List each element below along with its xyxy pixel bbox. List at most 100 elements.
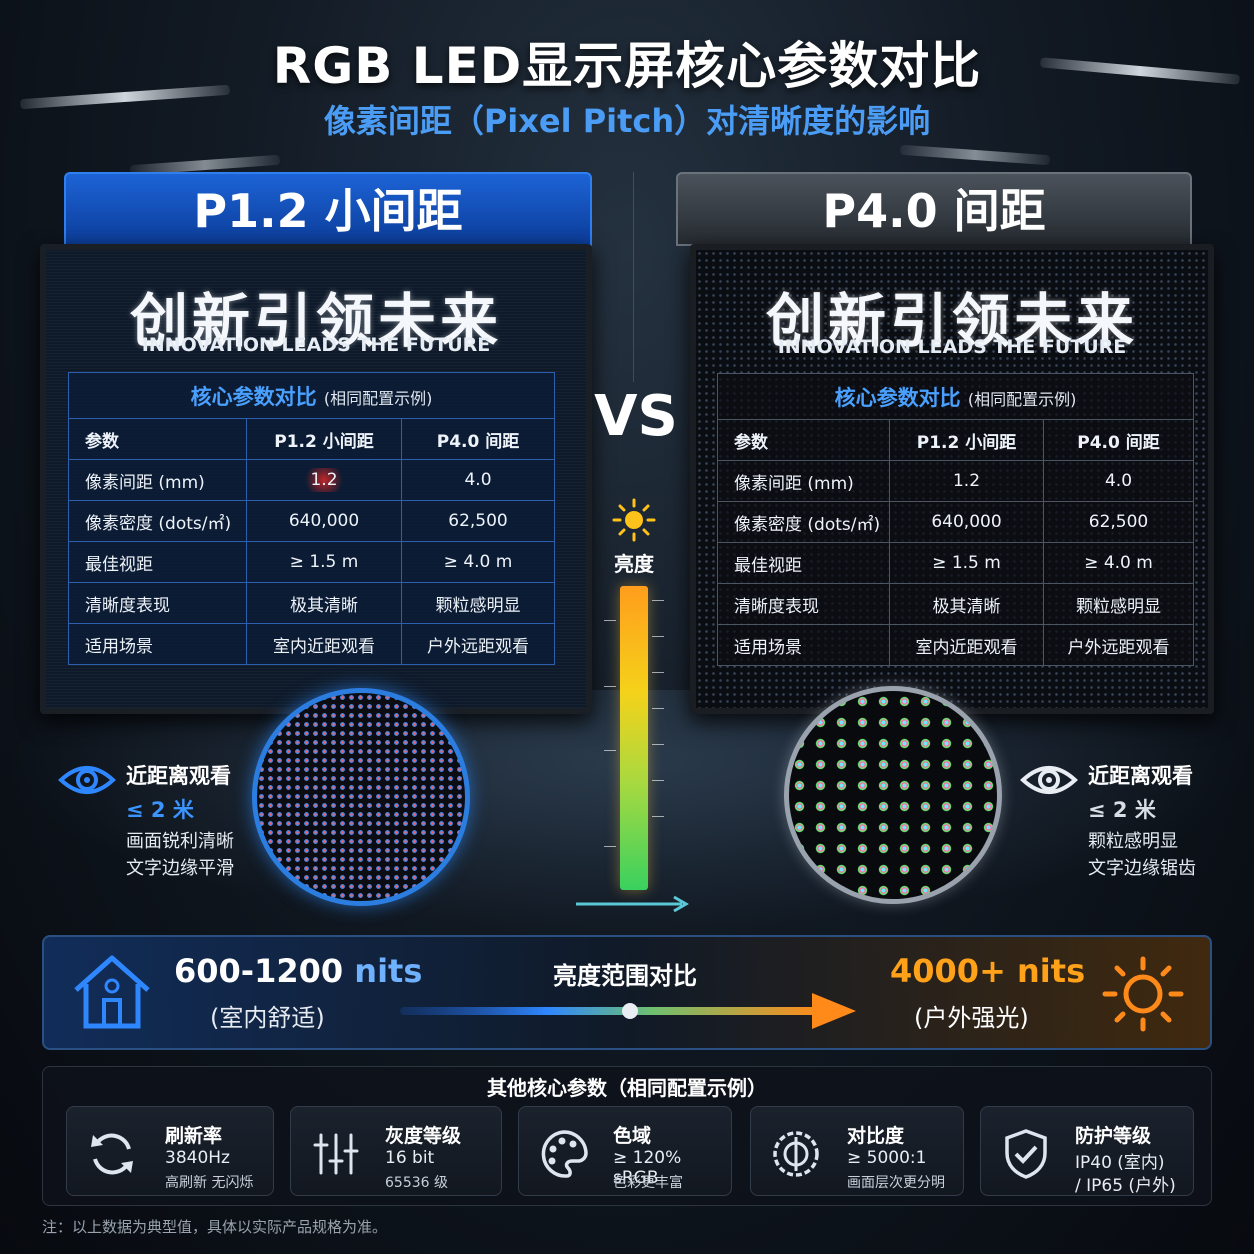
desc-line: 文字边缘锯齿 — [1088, 858, 1196, 879]
param-name: 刷新率 — [165, 1125, 223, 1147]
right-screen-title: 创新引领未来 — [765, 287, 1138, 355]
bar-tick — [604, 620, 616, 621]
table-cell: 像素间距 (mm) — [68, 459, 247, 501]
param-value-2: / IP65 (户外) — [1075, 1176, 1176, 1196]
table-row: 像素间距 (mm) 1.2 4.0 — [717, 460, 1194, 502]
brightness-label: 亮度 — [614, 552, 654, 576]
param-sub: 色彩更丰富 — [613, 1175, 683, 1191]
table-cell: 640,000 — [246, 500, 402, 542]
arrow-right-icon — [576, 895, 689, 913]
indoor-unit: nits — [354, 952, 423, 990]
table-caption-note: (相同配置示例) — [323, 388, 433, 408]
sun-icon — [1102, 956, 1184, 1032]
table-row: 适用场景 室内近距观看 户外远距观看 — [68, 623, 555, 665]
divider-line — [633, 172, 634, 382]
bar-tick — [604, 750, 616, 751]
left-view-distance: ≤ 2 米 — [126, 798, 194, 822]
pixel-zoom-coarse — [784, 686, 1002, 904]
brightness-gradient-bar — [620, 586, 648, 890]
table-caption-note: (相同配置示例) — [967, 389, 1077, 409]
bar-tick — [652, 816, 664, 817]
table-cell: ≥ 4.0 m — [1043, 542, 1194, 584]
left-panel-tag: P1.2 小间距 — [64, 172, 592, 246]
bar-tick — [652, 708, 664, 709]
table-row: 最佳视距 ≥ 1.5 m ≥ 4.0 m — [717, 542, 1194, 584]
range-center-label: 亮度范围对比 — [553, 962, 697, 990]
param-value: IP40 (室内) — [1075, 1153, 1165, 1173]
param-sub: 高刷新 无闪烁 — [165, 1175, 254, 1191]
table-cell: 最佳视距 — [717, 542, 890, 584]
page-subtitle: 像素间距（Pixel Pitch）对清晰度的影响 — [323, 102, 931, 140]
table-cell: ≥ 1.5 m — [889, 542, 1044, 584]
table-row: 像素间距 (mm) 1.2 4.0 — [68, 459, 555, 501]
left-screen-subtitle: INNOVATION LEADS THE FUTURE — [141, 334, 491, 356]
table-cell: 最佳视距 — [68, 541, 247, 583]
table-cell: 62,500 — [1043, 501, 1194, 543]
eye-icon — [58, 766, 116, 794]
table-row: 像素密度 (dots/㎡) 640,000 62,500 — [68, 500, 555, 542]
bar-tick — [652, 744, 664, 745]
left-spec-table: 核心参数对比 (相同配置示例) 参数 P1.2 小间距 P4.0 间距 像素间距… — [68, 372, 555, 665]
param-card-contrast: 对比度 ≥ 5000:1 画面层次更分明 — [750, 1106, 964, 1196]
brightness-range-panel — [42, 935, 1212, 1050]
desc-line: 画面锐利清晰 — [126, 831, 234, 852]
table-cell: 适用场景 — [717, 624, 890, 666]
right-view-title: 近距离观看 — [1088, 764, 1193, 788]
table-caption: 核心参数对比 (相同配置示例) — [717, 373, 1194, 420]
pixel-zoom-fine — [252, 688, 470, 906]
bar-tick — [604, 846, 616, 847]
table-cell: ≥ 1.5 m — [246, 541, 402, 583]
param-sub: 65536 级 — [385, 1175, 448, 1191]
table-caption: 核心参数对比 (相同配置示例) — [68, 372, 555, 419]
bar-tick — [652, 600, 664, 601]
table-cell: 户外远距观看 — [1043, 624, 1194, 666]
param-value: ≥ 120% sRGB — [613, 1148, 682, 1188]
table-cell: 清晰度表现 — [68, 582, 247, 624]
table-cell: 像素密度 (dots/㎡) — [717, 501, 890, 543]
table-cell: 像素间距 (mm) — [717, 460, 890, 502]
table-cell: 像素密度 (dots/㎡) — [68, 500, 247, 542]
param-card-gamut: 色域 ≥ 120% sRGB 色彩更丰富 — [518, 1106, 732, 1196]
param-name: 色域 — [613, 1125, 652, 1147]
range-arrow — [400, 993, 856, 1029]
table-cell: 极其清晰 — [889, 583, 1044, 625]
param-card-refresh: 刷新率 3840Hz 高刷新 无闪烁 — [66, 1106, 274, 1196]
bar-tick — [652, 780, 664, 781]
table-header: P4.0 间距 — [401, 418, 555, 460]
desc-line: 文字边缘平滑 — [126, 858, 234, 879]
right-view-distance: ≤ 2 米 — [1088, 798, 1156, 822]
table-header: P1.2 小间距 — [889, 419, 1044, 461]
table-header: 参数 — [68, 418, 247, 460]
left-view-desc: 画面锐利清晰 文字边缘平滑 — [126, 828, 234, 882]
bar-tick — [652, 672, 664, 673]
eye-icon — [1020, 766, 1078, 794]
desc-line: 颗粒感明显 — [1088, 831, 1178, 852]
table-cell: 1.2 — [889, 460, 1044, 502]
indoor-brightness-value: 600-1200 nits — [174, 952, 422, 990]
table-cell: 户外远距观看 — [401, 623, 555, 665]
bar-tick — [652, 636, 664, 637]
footnote: 注：以上数据为典型值，具体以实际产品规格为准。 — [42, 1218, 388, 1236]
table-cell: ≥ 4.0 m — [401, 541, 555, 583]
table-cell: 室内近距观看 — [889, 624, 1044, 666]
param-value: ≥ 5000:1 — [847, 1148, 927, 1168]
contrast-icon — [773, 1131, 819, 1177]
shield-icon — [1005, 1129, 1047, 1179]
bar-tick — [604, 686, 616, 687]
ceiling-light — [899, 144, 1051, 166]
left-view-title: 近距离观看 — [126, 764, 231, 788]
param-name: 对比度 — [847, 1125, 905, 1147]
param-card-grayscale: 灰度等级 16 bit 65536 级 — [290, 1106, 502, 1196]
outdoor-brightness-value: 4000+ nits — [890, 952, 1086, 990]
palette-icon — [541, 1130, 588, 1178]
right-screen-subtitle: INNOVATION LEADS THE FUTURE — [777, 336, 1127, 358]
table-caption-text: 核心参数对比 — [834, 385, 961, 410]
param-value: 16 bit — [385, 1148, 435, 1168]
table-cell-highlight: 1.2 — [246, 459, 402, 501]
table-row: 适用场景 室内近距观看 户外远距观看 — [717, 624, 1194, 666]
table-cell: 640,000 — [889, 501, 1044, 543]
table-cell: 清晰度表现 — [717, 583, 890, 625]
table-header: P1.2 小间距 — [246, 418, 402, 460]
sun-small-icon — [612, 498, 656, 542]
indoor-note: (室内舒适) — [210, 1004, 325, 1032]
